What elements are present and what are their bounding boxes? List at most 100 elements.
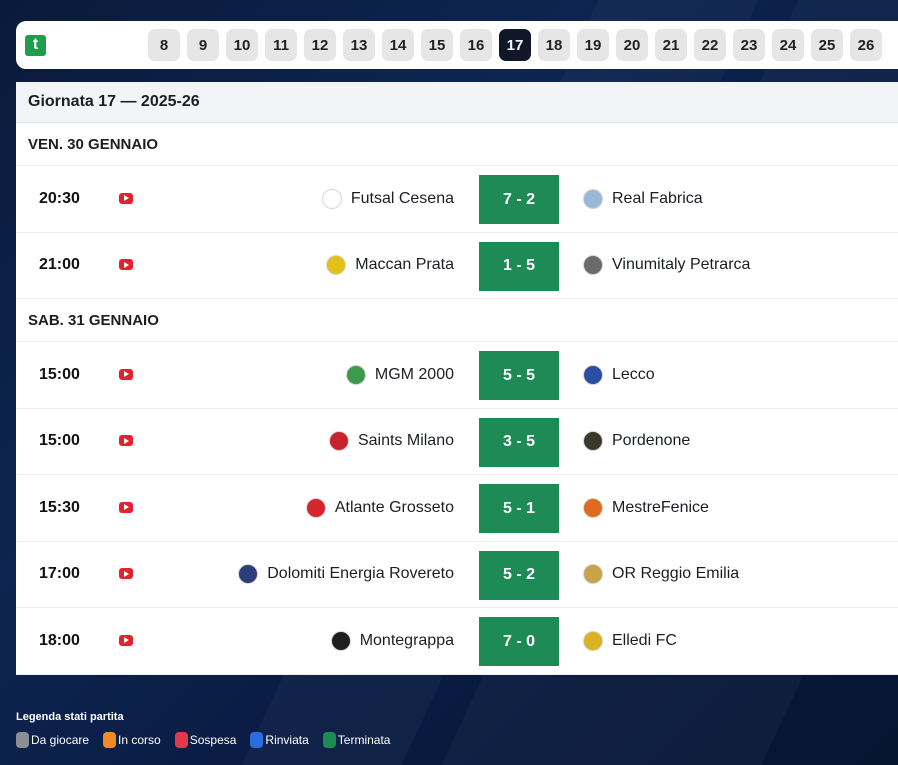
- round-button-17[interactable]: 17: [499, 29, 531, 61]
- away-team-crest-icon: [583, 188, 603, 209]
- round-button-19[interactable]: 19: [577, 29, 609, 61]
- away-team-crest-icon: [583, 364, 603, 385]
- round-button-25[interactable]: 25: [811, 29, 843, 61]
- round-button-23[interactable]: 23: [733, 29, 765, 61]
- legend-item: Sospesa: [174, 732, 237, 748]
- round-button-13[interactable]: 13: [343, 29, 375, 61]
- legend-label: Rinviata: [265, 733, 309, 747]
- round-list: 8 9 10 11 12 13 14 15 16 17 18 19 20 21 22 23 24 25 26: [148, 29, 889, 61]
- home-team-crest-icon: [321, 188, 342, 209]
- round-button-15[interactable]: 15: [421, 29, 453, 61]
- youtube-icon[interactable]: [119, 192, 133, 204]
- away-team-name: Real Fabrica: [612, 189, 703, 207]
- legend-title: Legenda stati partita: [16, 711, 124, 723]
- match-score[interactable]: 5 - 2: [479, 550, 559, 600]
- youtube-icon[interactable]: [119, 435, 133, 447]
- match-row[interactable]: 20:30 Futsal Cesena 7 - 2 Real Fabrica: [16, 166, 898, 233]
- match-score[interactable]: 1 - 5: [479, 241, 559, 291]
- legend-label: In corso: [118, 733, 161, 747]
- away-team[interactable]: Elledi FC: [583, 608, 677, 674]
- match-row[interactable]: 15:00 MGM 2000 5 - 5 Lecco: [16, 342, 898, 409]
- match-row[interactable]: 17:00 Dolomiti Energia Rovereto 5 - 2 OR Re…: [16, 542, 898, 608]
- away-team-crest-icon: [583, 564, 603, 585]
- home-team-crest-icon: [238, 564, 259, 585]
- away-team-name: MestreFenice: [612, 498, 709, 516]
- youtube-icon[interactable]: [119, 501, 133, 513]
- away-team-name: Vinumitaly Petrarca: [612, 256, 751, 274]
- match-days: VEN. 30 GENNAIO 20:30 Futsal Cesena 7 - 2 Re…: [16, 123, 898, 675]
- match-row[interactable]: 21:00 Maccan Prata 1 - 5 Vinumitaly Petrarc…: [16, 233, 898, 299]
- round-button-11[interactable]: 11: [265, 29, 297, 61]
- round-button-22[interactable]: 22: [694, 29, 726, 61]
- youtube-icon[interactable]: [119, 568, 133, 580]
- match-score[interactable]: 5 - 5: [479, 351, 559, 400]
- match-time: 15:00: [39, 432, 80, 450]
- round-button-9[interactable]: 9: [187, 29, 219, 61]
- home-team-crest-icon: [330, 630, 351, 651]
- round-button-16[interactable]: 16: [460, 29, 492, 61]
- match-time: 20:30: [39, 189, 80, 207]
- match-row[interactable]: 15:30 Atlante Grosseto 5 - 1 MestreFenice: [16, 475, 898, 542]
- home-team[interactable]: Dolomiti Energia Rovereto: [238, 542, 454, 608]
- away-team-crest-icon: [583, 497, 603, 518]
- round-button-10[interactable]: 10: [226, 29, 258, 61]
- away-team-name: Lecco: [612, 365, 655, 383]
- status-legend: Da giocare In corso Sospesa Rinviata Termina…: [16, 732, 404, 748]
- away-team[interactable]: Vinumitaly Petrarca: [583, 233, 750, 299]
- match-time: 15:00: [39, 365, 80, 383]
- match-row[interactable]: 18:00 Montegrappa 7 - 0 Elledi FC: [16, 608, 898, 675]
- status-dot-icon: [103, 732, 117, 748]
- away-team[interactable]: OR Reggio Emilia: [583, 542, 739, 608]
- legend-label: Da giocare: [31, 733, 90, 747]
- round-button-26[interactable]: 26: [850, 29, 882, 61]
- match-time: 17:00: [39, 565, 80, 583]
- round-button-8[interactable]: 8: [148, 29, 180, 61]
- home-team-crest-icon: [305, 497, 326, 518]
- home-team[interactable]: Atlante Grosseto: [305, 475, 454, 541]
- match-score[interactable]: 3 - 5: [479, 417, 559, 467]
- match-score[interactable]: 5 - 1: [479, 484, 559, 533]
- home-team-name: Atlante Grosseto: [334, 498, 454, 516]
- away-team-name: Elledi FC: [612, 631, 677, 649]
- home-team-crest-icon: [345, 364, 366, 385]
- legend-label: Sospesa: [189, 733, 237, 747]
- match-score[interactable]: 7 - 0: [479, 617, 559, 666]
- round-title: Giornata 17 — 2025-26: [16, 82, 898, 123]
- match-score[interactable]: 7 - 2: [479, 175, 559, 224]
- away-team[interactable]: Lecco: [583, 342, 655, 408]
- legend-item: Da giocare: [16, 732, 89, 748]
- round-button-18[interactable]: 18: [538, 29, 570, 61]
- brand-logo-icon[interactable]: t: [25, 34, 46, 56]
- round-button-12[interactable]: 12: [304, 29, 336, 61]
- home-team-name: MGM 2000: [374, 365, 454, 383]
- day-header: SAB. 31 GENNAIO: [16, 299, 898, 342]
- home-team[interactable]: MGM 2000: [345, 342, 454, 408]
- match-row[interactable]: 15:00 Saints Milano 3 - 5 Pordenone: [16, 409, 898, 475]
- match-time: 15:30: [39, 498, 80, 516]
- away-team-crest-icon: [583, 255, 603, 276]
- legend-item: Rinviata: [250, 732, 309, 748]
- round-button-21[interactable]: 21: [655, 29, 687, 61]
- round-selector: t 8 9 10 11 12 13 14 15 16 17 18 19 20 21 22 23 24 25 26: [16, 21, 898, 69]
- round-button-24[interactable]: 24: [772, 29, 804, 61]
- round-button-20[interactable]: 20: [616, 29, 648, 61]
- round-button-14[interactable]: 14: [382, 29, 414, 61]
- home-team[interactable]: Maccan Prata: [326, 233, 454, 299]
- youtube-icon[interactable]: [119, 634, 133, 646]
- home-team[interactable]: Montegrappa: [330, 608, 454, 674]
- youtube-icon[interactable]: [119, 259, 133, 271]
- home-team[interactable]: Saints Milano: [328, 409, 454, 475]
- home-team-name: Futsal Cesena: [350, 189, 454, 207]
- legend-item: Terminata: [322, 732, 390, 748]
- away-team-name: Pordenone: [612, 432, 691, 450]
- home-team-name: Dolomiti Energia Rovereto: [267, 565, 454, 583]
- away-team[interactable]: Real Fabrica: [583, 166, 703, 232]
- legend-item: In corso: [103, 732, 161, 748]
- youtube-icon[interactable]: [119, 368, 133, 380]
- home-team[interactable]: Futsal Cesena: [321, 166, 454, 232]
- away-team-crest-icon: [583, 431, 603, 452]
- away-team[interactable]: MestreFenice: [583, 475, 709, 541]
- away-team[interactable]: Pordenone: [583, 409, 690, 475]
- match-time: 18:00: [39, 631, 80, 649]
- away-team-crest-icon: [583, 630, 603, 651]
